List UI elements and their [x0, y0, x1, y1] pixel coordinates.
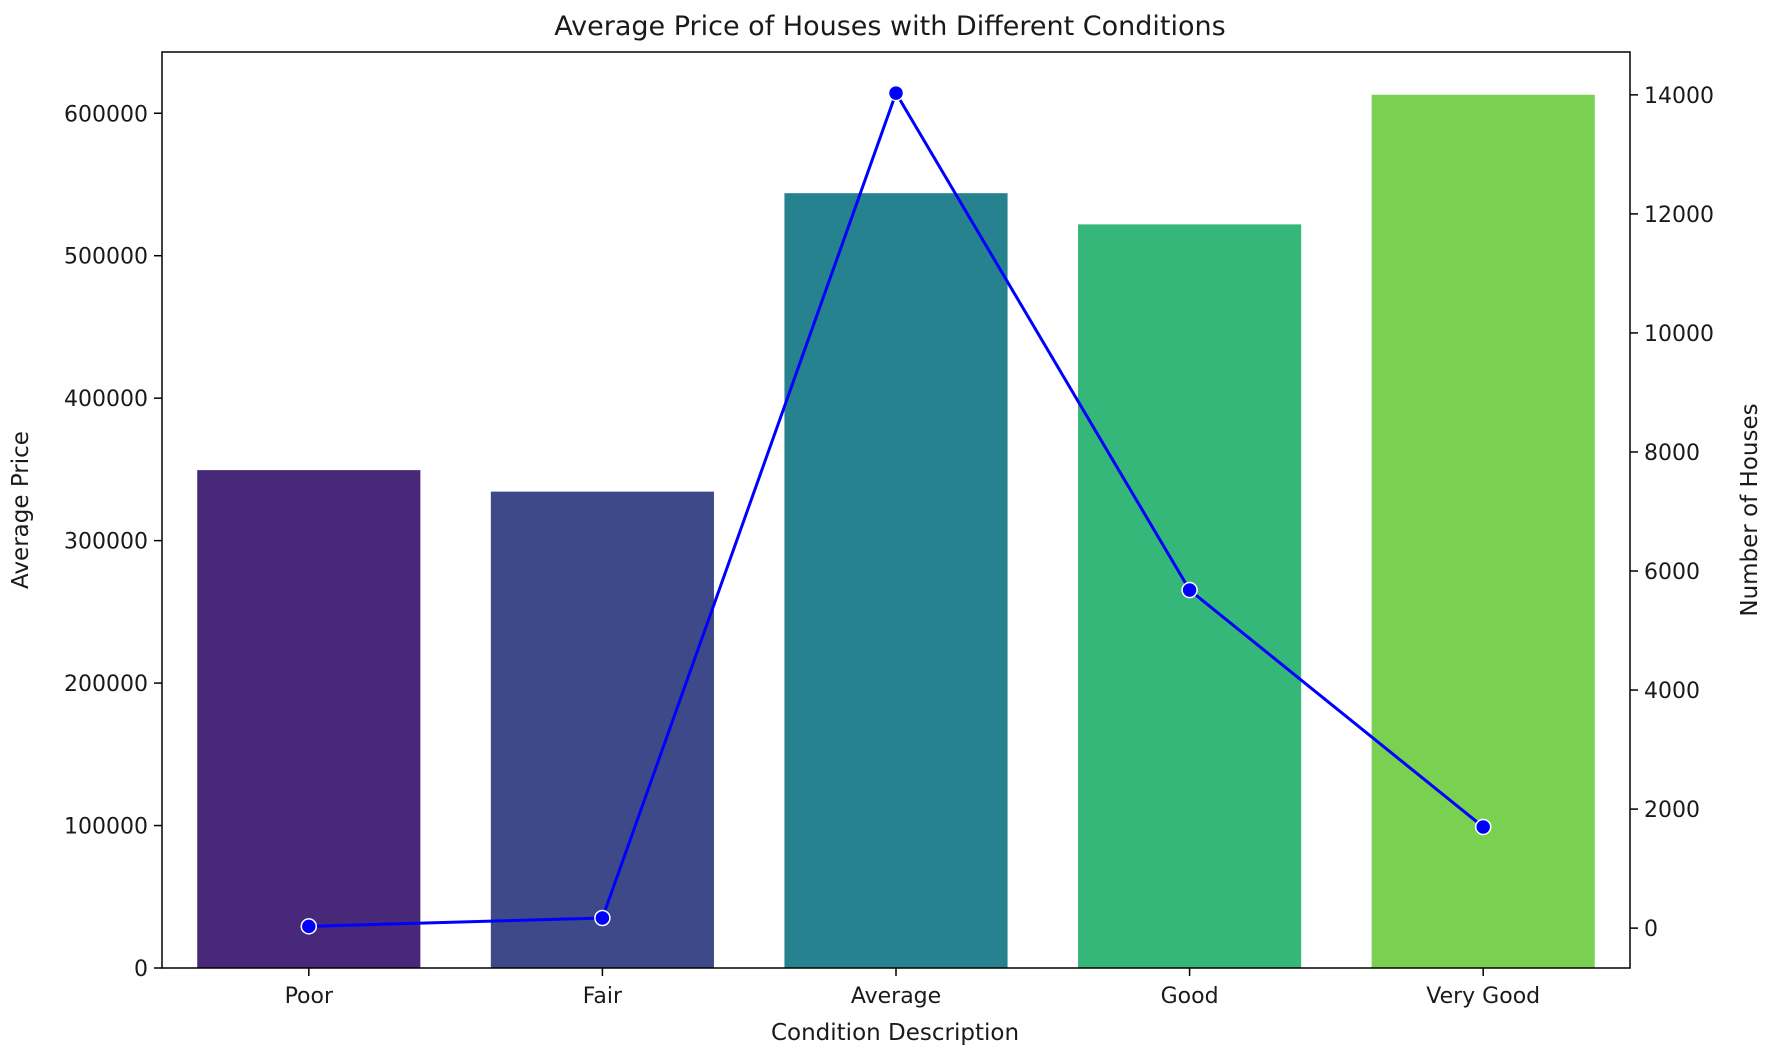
x-tick-label: Very Good	[1426, 984, 1540, 1009]
y2-axis-label: Number of Houses	[1737, 403, 1763, 616]
count-marker-poor	[300, 918, 318, 935]
chart-title: Average Price of Houses with Different C…	[554, 11, 1225, 42]
y2-tick-label: 2000	[1644, 798, 1700, 823]
bar-very-good	[1371, 94, 1595, 968]
x-axis: Poor Fair Average Good Very Good	[285, 968, 1540, 1009]
y-tick-label: 0	[134, 957, 148, 982]
y2-tick-label: 12000	[1644, 203, 1714, 228]
y-tick-label: 400000	[64, 387, 148, 412]
x-tick-label: Poor	[285, 984, 334, 1009]
x-tick-label: Average	[851, 984, 941, 1009]
y-axis-label: Average Price	[8, 431, 34, 589]
y-tick-label: 500000	[64, 245, 148, 270]
y-tick-label: 200000	[64, 672, 148, 697]
count-marker-very-good	[1474, 818, 1492, 836]
y-tick-label: 100000	[64, 815, 148, 840]
y2-tick-label: 8000	[1644, 441, 1700, 466]
y2-tick-label: 4000	[1644, 679, 1700, 704]
count-marker-average	[887, 84, 905, 102]
y-axis-right: 0 2000 4000 6000 8000 10000 12000 14000	[1630, 84, 1714, 942]
bars-group	[197, 94, 1595, 969]
y2-tick-label: 14000	[1644, 84, 1714, 109]
y2-tick-label: 6000	[1644, 560, 1700, 585]
y-tick-label: 300000	[64, 530, 148, 555]
line-group	[300, 84, 1492, 935]
y-tick-label: 600000	[64, 102, 148, 127]
count-marker-good	[1181, 581, 1198, 599]
y-axis-left: 0 100000 200000 300000 400000 500000 600000	[64, 102, 162, 982]
x-tick-label: Good	[1161, 984, 1219, 1009]
bar-average	[784, 193, 1008, 968]
y2-tick-label: 10000	[1644, 322, 1714, 347]
x-tick-label: Fair	[583, 984, 623, 1009]
bar-poor	[197, 470, 421, 968]
bar-fair	[490, 491, 714, 968]
y2-tick-label: 0	[1644, 917, 1658, 942]
x-axis-label: Condition Description	[771, 1020, 1019, 1046]
count-marker-fair	[594, 909, 611, 927]
